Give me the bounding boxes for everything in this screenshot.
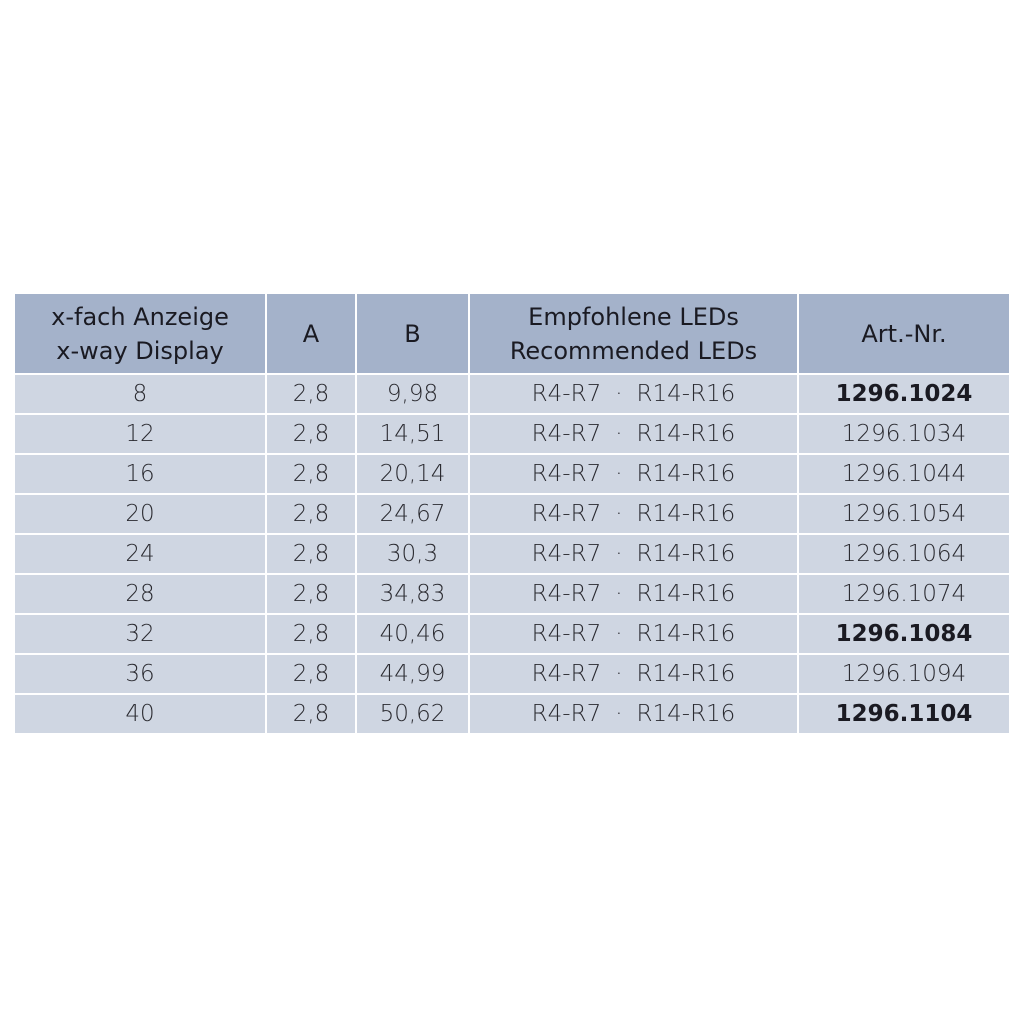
cell-art-nr: 1296.1064 [799,535,1009,573]
cell-leds: R4-R7 · R14-R16 [470,495,797,533]
led-range-1: R4-R7 [531,461,602,487]
cell-art-nr: 1296.1094 [799,655,1009,693]
header-b: B [357,294,468,373]
separator: · [615,581,623,607]
led-range-1: R4-R7 [531,701,602,727]
cell-leds: R4-R7 · R14-R16 [470,695,797,733]
separator: · [615,501,623,527]
header-text: x-fach Anzeige [51,302,229,331]
cell-leds: R4-R7 · R14-R16 [470,615,797,653]
cell-b: 20,14 [357,455,468,493]
cell-b: 24,67 [357,495,468,533]
cell-leds: R4-R7 · R14-R16 [470,415,797,453]
separator: · [615,541,623,567]
cell-a: 2,8 [267,415,355,453]
table-row: 8 2,8 9,98 R4-R7 · R14-R16 1296.1024 [15,375,1009,413]
cell-art-nr: 1296.1104 [799,695,1009,733]
cell-x-way: 16 [15,455,265,493]
header-leds: Empfohlene LEDs Recommended LEDs [470,294,797,373]
led-range-1: R4-R7 [531,581,602,607]
led-range-2: R14-R16 [636,701,736,727]
header-a: A [267,294,355,373]
product-table: x-fach Anzeige x-way Display A B Empfohle… [13,292,1011,735]
led-range-1: R4-R7 [531,381,602,407]
led-range-1: R4-R7 [531,621,602,647]
cell-a: 2,8 [267,535,355,573]
table-row: 40 2,8 50,62 R4-R7 · R14-R16 1296.1104 [15,695,1009,733]
led-range-2: R14-R16 [636,461,736,487]
cell-b: 50,62 [357,695,468,733]
led-range-2: R14-R16 [636,381,736,407]
led-range-2: R14-R16 [636,541,736,567]
separator: · [615,701,623,727]
table-row: 32 2,8 40,46 R4-R7 · R14-R16 1296.1084 [15,615,1009,653]
separator: · [615,461,623,487]
cell-a: 2,8 [267,655,355,693]
table-row: 36 2,8 44,99 R4-R7 · R14-R16 1296.1094 [15,655,1009,693]
table-row: 28 2,8 34,83 R4-R7 · R14-R16 1296.1074 [15,575,1009,613]
cell-x-way: 28 [15,575,265,613]
cell-leds: R4-R7 · R14-R16 [470,575,797,613]
separator: · [615,621,623,647]
cell-leds: R4-R7 · R14-R16 [470,455,797,493]
led-range-2: R14-R16 [636,501,736,527]
led-range-1: R4-R7 [531,421,602,447]
table-row: 24 2,8 30,3 R4-R7 · R14-R16 1296.1064 [15,535,1009,573]
cell-x-way: 36 [15,655,265,693]
separator: · [615,381,623,407]
cell-x-way: 32 [15,615,265,653]
separator: · [615,421,623,447]
cell-art-nr: 1296.1054 [799,495,1009,533]
header-text: x-way Display [56,336,224,365]
cell-b: 30,3 [357,535,468,573]
cell-art-nr: 1296.1024 [799,375,1009,413]
header-text: Empfohlene LEDs [528,302,739,331]
cell-b: 34,83 [357,575,468,613]
header-x-way: x-fach Anzeige x-way Display [15,294,265,373]
led-range-1: R4-R7 [531,501,602,527]
separator: · [615,661,623,687]
led-range-2: R14-R16 [636,621,736,647]
cell-leds: R4-R7 · R14-R16 [470,655,797,693]
cell-a: 2,8 [267,375,355,413]
table-row: 16 2,8 20,14 R4-R7 · R14-R16 1296.1044 [15,455,1009,493]
led-range-2: R14-R16 [636,581,736,607]
cell-b: 14,51 [357,415,468,453]
cell-x-way: 24 [15,535,265,573]
cell-x-way: 20 [15,495,265,533]
cell-a: 2,8 [267,615,355,653]
led-range-1: R4-R7 [531,661,602,687]
cell-art-nr: 1296.1034 [799,415,1009,453]
cell-a: 2,8 [267,575,355,613]
led-range-1: R4-R7 [531,541,602,567]
cell-a: 2,8 [267,495,355,533]
cell-art-nr: 1296.1074 [799,575,1009,613]
table-row: 20 2,8 24,67 R4-R7 · R14-R16 1296.1054 [15,495,1009,533]
cell-b: 44,99 [357,655,468,693]
cell-leds: R4-R7 · R14-R16 [470,375,797,413]
cell-a: 2,8 [267,695,355,733]
led-range-2: R14-R16 [636,661,736,687]
cell-b: 9,98 [357,375,468,413]
header-row: x-fach Anzeige x-way Display A B Empfohle… [15,294,1009,373]
header-art-nr: Art.-Nr. [799,294,1009,373]
cell-x-way: 8 [15,375,265,413]
cell-a: 2,8 [267,455,355,493]
cell-art-nr: 1296.1044 [799,455,1009,493]
cell-x-way: 12 [15,415,265,453]
led-range-2: R14-R16 [636,421,736,447]
cell-art-nr: 1296.1084 [799,615,1009,653]
table-row: 12 2,8 14,51 R4-R7 · R14-R16 1296.1034 [15,415,1009,453]
header-text: Recommended LEDs [509,336,758,365]
cell-x-way: 40 [15,695,265,733]
cell-leds: R4-R7 · R14-R16 [470,535,797,573]
cell-b: 40,46 [357,615,468,653]
